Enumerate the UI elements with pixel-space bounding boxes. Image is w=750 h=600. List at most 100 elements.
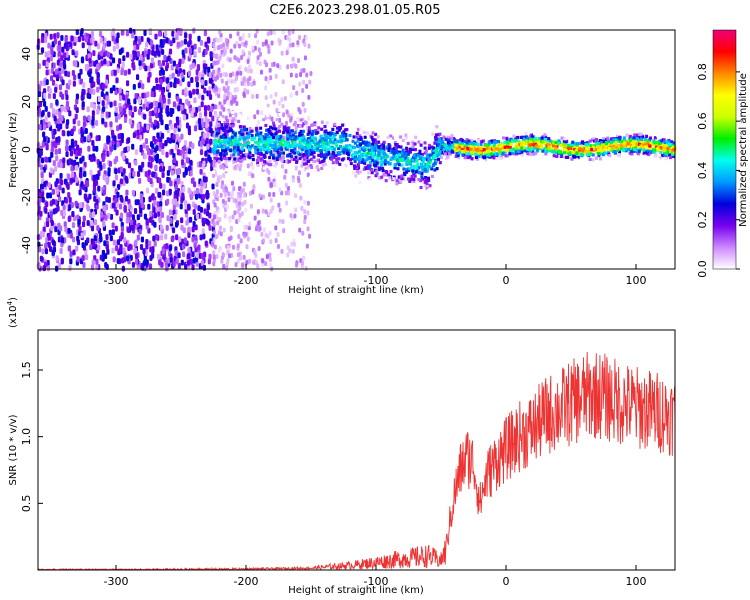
spectrogram-cell — [312, 150, 316, 155]
spectrogram-cell — [280, 248, 284, 254]
spectrogram-cell — [471, 145, 475, 149]
spectrogram-cell — [159, 39, 163, 46]
spectrogram-cell — [166, 77, 170, 84]
spectrogram-cell — [358, 156, 362, 160]
spectrogram-cell — [477, 134, 481, 138]
spectrogram-cell — [95, 258, 99, 265]
spectrogram-cell — [588, 139, 592, 143]
spectrogram-cell — [372, 161, 376, 165]
spectrogram-cell — [206, 104, 211, 111]
spectrogram-cell — [215, 189, 219, 195]
spectrogram-cell — [472, 141, 476, 146]
spectrogram-cell — [301, 101, 305, 107]
spectrogram-cell — [452, 135, 456, 140]
spectrogram-cell — [102, 43, 106, 50]
spectrogram-cell — [413, 158, 417, 162]
spectrogram-cell — [221, 198, 225, 204]
spectrogram-cell — [215, 214, 219, 220]
spectrogram-cell — [320, 138, 324, 142]
spectrogram-cell — [269, 150, 273, 154]
spectrogram-cell — [201, 217, 205, 224]
spectrogram-cell — [106, 60, 110, 67]
spectrogram-cell — [288, 134, 292, 138]
spectrogram-cell — [53, 115, 57, 122]
spectrogram-cell — [190, 110, 194, 117]
spectrogram-cell — [41, 141, 45, 148]
spectrogram-cell — [147, 203, 151, 210]
spectrogram-cell — [357, 154, 361, 159]
spectrogram-cell — [187, 165, 192, 172]
spectrogram-cell — [161, 69, 165, 76]
spectrogram-cell — [667, 146, 671, 150]
spectrogram-cell — [86, 106, 90, 113]
spectrogram-cell — [269, 181, 273, 187]
spectrogram-cell — [653, 136, 657, 140]
spectrogram-cell — [626, 144, 630, 148]
spectrogram-cell — [140, 236, 145, 243]
spectrogram-cell — [233, 150, 237, 154]
spectrogram-cell — [434, 133, 438, 137]
spectrogram-cell — [283, 125, 287, 129]
spectrogram-cell — [214, 113, 218, 119]
spectrogram-cell — [52, 62, 56, 69]
spectrogram-cell — [186, 253, 191, 260]
spectrogram-cell — [301, 117, 305, 121]
spectrogram-cell — [236, 252, 240, 258]
spectrogram-cell — [144, 65, 148, 72]
spectrogram-cell — [478, 163, 482, 167]
spectrogram-cell — [269, 239, 273, 245]
spectrogram-cell — [628, 136, 632, 140]
spectrogram-cell — [427, 157, 431, 162]
spectrogram-cell — [60, 237, 65, 244]
spectrogram-cell — [95, 135, 99, 142]
spectrogram-cell — [526, 141, 530, 145]
spectrogram-cell — [187, 81, 191, 88]
spectrogram-cell — [382, 145, 386, 149]
spectrogram-cell — [139, 125, 143, 132]
spectrogram-cell — [465, 152, 469, 157]
spectrogram-cell — [387, 173, 391, 177]
spectrogram-cell — [217, 248, 221, 254]
spectrogram-cell — [133, 247, 137, 254]
spectrogram-cell — [452, 159, 456, 164]
spectrogram-cell — [204, 41, 208, 48]
spectrogram-cell — [208, 156, 212, 163]
spectrogram-cell — [200, 79, 205, 86]
spectrogram-cell — [484, 154, 488, 159]
spectrogram-cell — [489, 152, 493, 156]
spectrogram-cell — [442, 135, 446, 139]
spectrogram-cell — [456, 153, 460, 157]
spectrogram-cell — [145, 219, 149, 226]
spectrogram-cell — [308, 79, 312, 85]
spectrogram-cell — [408, 162, 412, 166]
spectrogram-cell — [47, 241, 51, 248]
spectrogram-cell — [175, 34, 179, 41]
spectrogram-cell — [306, 226, 310, 232]
spectrogram-cell — [303, 41, 307, 47]
spectrogram-cell — [74, 200, 78, 207]
spectrogram-cell — [191, 251, 195, 258]
spectrogram-cell — [493, 138, 497, 143]
spectrogram-cell — [226, 245, 230, 251]
spectrogram-cell — [644, 142, 648, 146]
spectrogram-cell — [135, 74, 140, 81]
spectrogram-cell — [454, 154, 458, 158]
spectrogram-cell — [341, 131, 345, 135]
spectrogram-cell — [174, 144, 178, 151]
spectrogram-cell — [91, 211, 96, 218]
spectrogram-cell — [298, 170, 302, 176]
spectrogram-cell — [217, 93, 221, 99]
spectrogram-cell — [97, 244, 101, 251]
spectrogram-cell — [156, 122, 160, 129]
spectrogram-cell — [185, 157, 189, 164]
spectrogram-cell — [201, 193, 206, 200]
spectrogram-cell — [47, 182, 51, 189]
spectrogram-cell — [191, 226, 195, 233]
spectrogram-cell — [273, 181, 277, 187]
spectrogram-cell — [160, 211, 164, 218]
spectrogram-cell — [112, 202, 116, 209]
spectrogram-cell — [670, 140, 674, 144]
spectrogram-cell — [239, 163, 243, 168]
spectrogram-cell — [277, 144, 281, 149]
spectrogram-cell — [51, 188, 55, 195]
